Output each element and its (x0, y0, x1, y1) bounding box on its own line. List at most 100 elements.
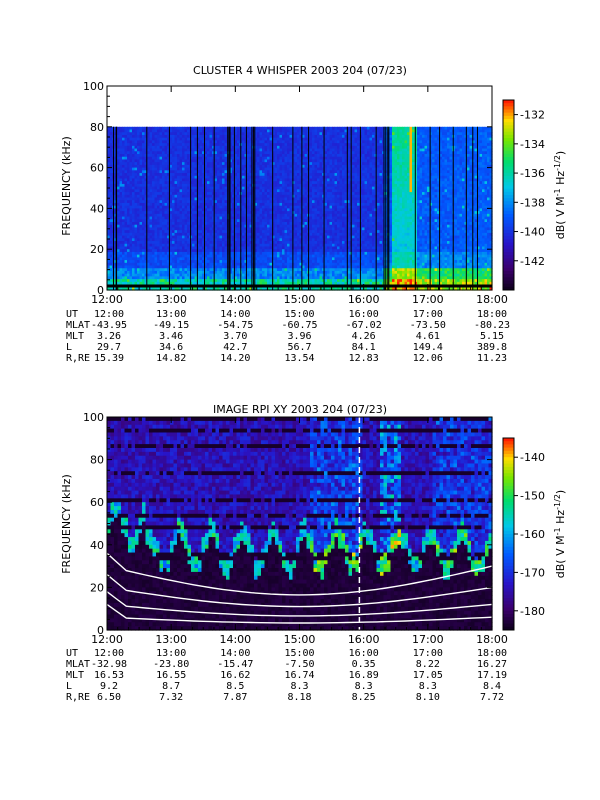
heatmap-cell (162, 262, 166, 267)
heatmap-cell (192, 227, 196, 231)
heatmap-cell (132, 249, 136, 253)
heatmap-cell (159, 145, 163, 150)
heatmap-cell (192, 273, 196, 277)
heatmap-cell (212, 173, 216, 177)
heatmap-cell (197, 265, 201, 269)
heatmap-cell (164, 268, 168, 272)
heatmap-cell (137, 170, 141, 174)
heatmap-cell (192, 246, 196, 250)
heatmap-cell (167, 257, 171, 261)
heatmap-cell (109, 202, 113, 207)
heatmap-cell (164, 156, 168, 161)
heatmap-cell (237, 202, 241, 207)
heatmap-cell (204, 273, 208, 277)
heatmap-cell (234, 265, 238, 269)
heatmap-cell (192, 213, 196, 218)
heatmap-cell (237, 260, 241, 264)
heatmap-cell (187, 200, 191, 204)
heatmap-cell (167, 287, 171, 291)
heatmap-cell (209, 249, 213, 253)
heatmap-cell (174, 260, 178, 264)
heatmap-cell (229, 270, 233, 275)
heatmap-cell (144, 232, 148, 237)
heatmap-cell (219, 260, 223, 264)
heatmap-cell (144, 230, 148, 234)
heatmap-cell (242, 262, 246, 267)
heatmap-cell (167, 186, 171, 190)
heatmap-cell (219, 170, 223, 174)
heatmap-cell (157, 241, 161, 245)
heatmap-cell (134, 205, 138, 209)
heatmap-cell (199, 173, 203, 177)
heatmap-cell (159, 200, 163, 204)
heatmap-cell (237, 170, 241, 174)
heatmap-cell (159, 170, 163, 174)
heatmap-cell (159, 265, 163, 269)
heatmap-cell (164, 246, 168, 250)
heatmap-cell (219, 145, 223, 150)
heatmap-cell (107, 208, 111, 212)
heatmap-cell (144, 167, 148, 171)
heatmap-cell (152, 287, 156, 291)
heatmap-cell (184, 140, 188, 144)
heatmap-cell (164, 183, 168, 188)
heatmap-cell (134, 134, 138, 139)
heatmap-cell (134, 200, 138, 204)
heatmap-cell (197, 129, 201, 133)
heatmap-cell (182, 164, 186, 169)
heatmap-cell (219, 143, 223, 147)
heatmap-cell (149, 175, 153, 180)
heatmap-cell (194, 251, 198, 256)
heatmap-cell (204, 270, 208, 275)
heatmap-cell (159, 270, 163, 275)
heatmap-cell (204, 183, 208, 188)
heatmap-cell (179, 137, 183, 141)
heatmap-cell (222, 156, 226, 161)
heatmap-cell (167, 208, 171, 212)
heatmap-cell (174, 164, 178, 169)
heatmap-cell (182, 162, 186, 166)
heatmap-cell (154, 243, 158, 248)
heatmap-cell (154, 181, 158, 185)
heatmap-cell (172, 262, 176, 267)
heatmap-cell (199, 232, 203, 237)
heatmap-cell (162, 265, 166, 269)
heatmap-cell (142, 194, 146, 199)
heatmap-cell (127, 216, 131, 220)
heatmap-cell (172, 249, 176, 253)
heatmap-cell (204, 126, 208, 131)
heatmap-cell (107, 162, 111, 166)
heatmap-cell (182, 175, 186, 180)
heatmap-cell (174, 251, 178, 256)
heatmap-cell (197, 268, 201, 272)
heatmap-cell (234, 189, 238, 193)
heatmap-cell (219, 211, 223, 215)
heatmap-cell (202, 194, 206, 199)
heatmap-cell (134, 243, 138, 248)
heatmap-cell (109, 254, 113, 258)
heatmap-cell (202, 175, 206, 180)
heatmap-cell (144, 249, 148, 253)
heatmap-cell (144, 181, 148, 185)
heatmap-cell (174, 197, 178, 201)
panel1-title: CLUSTER 4 WHISPER 2003 204 (07/23) (193, 64, 407, 77)
heatmap-cell (199, 194, 203, 199)
heatmap-cell (167, 276, 171, 280)
heatmap-cell (209, 156, 213, 161)
heatmap-cell (117, 249, 121, 253)
heatmap-cell (214, 189, 218, 193)
heatmap-cell (172, 162, 176, 166)
heatmap-cell (184, 213, 188, 218)
heatmap-cell (187, 219, 191, 223)
heatmap-cell (234, 175, 238, 180)
heatmap-cell (139, 246, 143, 250)
heatmap-cell (217, 208, 221, 212)
heatmap-cell (177, 216, 181, 220)
heatmap-cell (209, 181, 213, 185)
heatmap-cell (182, 192, 186, 196)
heatmap-cell (214, 227, 218, 231)
heatmap-cell (219, 159, 223, 163)
heatmap-cell (197, 167, 201, 171)
heatmap-cell (119, 189, 123, 193)
heatmap-cell (224, 175, 228, 180)
